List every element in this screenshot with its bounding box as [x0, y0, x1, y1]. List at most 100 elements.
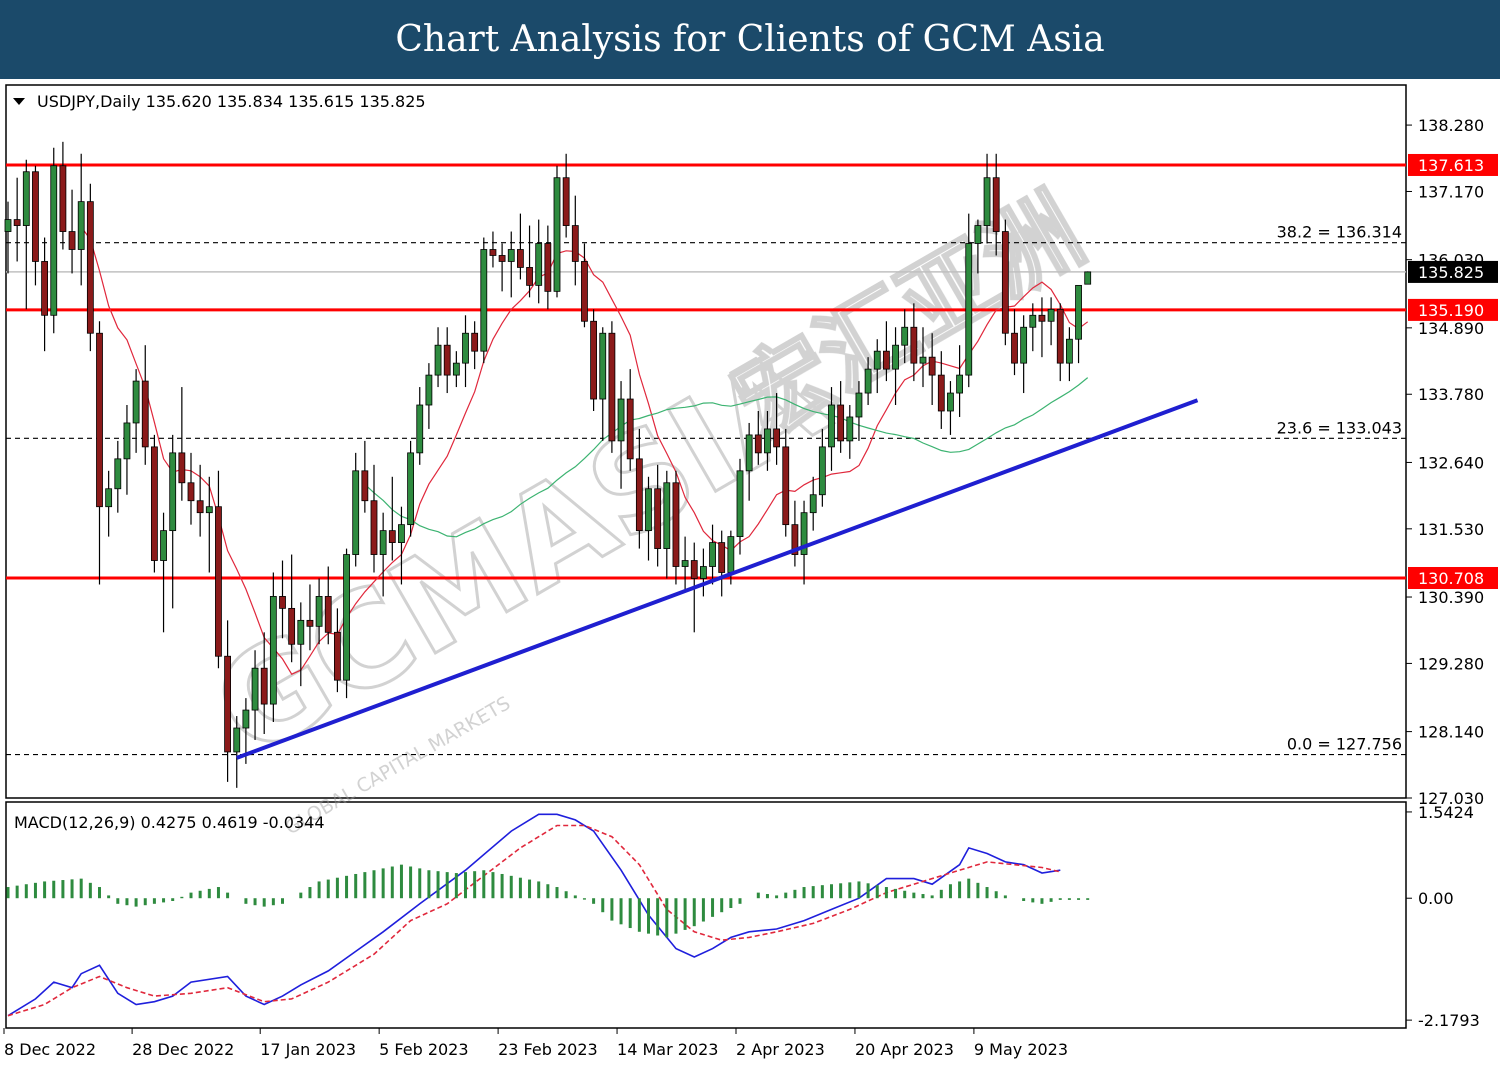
candle: [1029, 303, 1037, 352]
candle: [333, 608, 341, 693]
candle: [773, 393, 780, 465]
candle-body: [956, 374, 963, 394]
candle: [754, 410, 762, 465]
candle: [947, 381, 954, 435]
candle: [443, 327, 451, 394]
candle-body: [1056, 308, 1064, 364]
candle: [114, 440, 122, 513]
candle: [279, 560, 286, 639]
candle-body: [1029, 314, 1037, 328]
candle: [581, 243, 588, 328]
macd-panel-frame: [5, 801, 1407, 1029]
candle-body: [626, 398, 634, 460]
time-tick-label: 2 Apr 2023: [736, 1040, 825, 1059]
candle: [883, 321, 890, 382]
candle-body: [892, 344, 899, 370]
candle: [791, 500, 799, 567]
candle: [635, 428, 643, 549]
candle-body: [141, 380, 149, 448]
candle: [535, 219, 543, 304]
candle-body: [297, 619, 305, 645]
candle: [864, 357, 872, 406]
candle-body: [123, 422, 131, 460]
candle-body: [1075, 284, 1082, 340]
candle: [1011, 309, 1018, 376]
candle: [809, 476, 817, 531]
candle-body: [233, 727, 241, 753]
candle-body: [727, 536, 735, 573]
candle: [388, 476, 396, 561]
candle: [928, 333, 936, 406]
candle-body: [681, 560, 689, 567]
candle: [544, 225, 552, 310]
candle-body: [86, 201, 94, 334]
candle-body: [288, 607, 296, 645]
candle: [86, 183, 94, 352]
candle: [873, 339, 881, 394]
time-tick-label: 8 Dec 2022: [4, 1040, 96, 1059]
candle: [77, 153, 85, 286]
macd-axis: 1.5424 0.00 -2.1793: [1406, 803, 1480, 1030]
time-tick-label: 17 Jan 2023: [260, 1040, 356, 1059]
candle: [800, 500, 808, 585]
candle: [1066, 327, 1073, 382]
candle-body: [581, 261, 588, 322]
candle: [306, 584, 314, 651]
candle-body: [324, 596, 332, 633]
candle-body: [343, 554, 350, 681]
candle-body: [489, 249, 497, 256]
price-tick-label: 128.140: [1418, 723, 1484, 742]
candle-body: [1038, 314, 1046, 322]
candle: [718, 530, 726, 597]
candle-body: [947, 392, 954, 412]
level-badge-label: 135.190: [1418, 301, 1484, 320]
candle: [1075, 284, 1082, 364]
candle: [68, 189, 76, 274]
candle-body: [690, 560, 698, 579]
candle: [141, 345, 149, 465]
candle: [123, 405, 131, 495]
symbol-dropdown-icon[interactable]: [13, 98, 25, 105]
price-tick-label: 127.030: [1418, 789, 1484, 808]
candle-body: [77, 201, 85, 250]
candle: [709, 524, 716, 585]
candle: [517, 213, 524, 280]
candle-body: [242, 709, 250, 729]
candle: [196, 464, 204, 537]
level-badge-label: 130.708: [1418, 569, 1484, 588]
candle-body: [361, 470, 369, 502]
candle-body: [864, 368, 872, 394]
candle-body: [462, 332, 469, 364]
price-tick-label: 138.280: [1418, 116, 1484, 135]
candle: [288, 554, 296, 663]
candle: [205, 476, 213, 573]
banner-title: Chart Analysis for Clients of GCM Asia: [395, 19, 1105, 60]
price-tick-label: 132.640: [1418, 453, 1484, 472]
candle: [352, 452, 360, 567]
candle: [297, 602, 305, 687]
candle-body: [718, 542, 726, 573]
candle-body: [434, 344, 442, 376]
horizontal-levels: 38.2 = 136.314 23.6 = 133.043 0.0 = 127.75…: [6, 163, 1406, 756]
candle: [553, 165, 561, 298]
candle: [1001, 219, 1009, 346]
candle-body: [544, 243, 552, 292]
candle: [379, 512, 387, 597]
candle: [22, 159, 30, 310]
candle: [892, 327, 899, 406]
candle: [489, 231, 497, 268]
candle-body: [169, 452, 177, 532]
candle: [370, 464, 378, 573]
candle-body: [782, 446, 790, 526]
candle: [1056, 303, 1064, 382]
candle: [315, 578, 323, 645]
macd-macd-line: [7, 813, 1061, 1017]
candle: [828, 387, 835, 471]
candle: [32, 165, 39, 286]
fib-level-label: 0.0 = 127.756: [1287, 735, 1402, 754]
candle-body: [571, 225, 579, 262]
candle: [571, 195, 579, 286]
candle: [818, 428, 826, 507]
candle: [260, 632, 268, 734]
candle-body: [937, 374, 945, 412]
